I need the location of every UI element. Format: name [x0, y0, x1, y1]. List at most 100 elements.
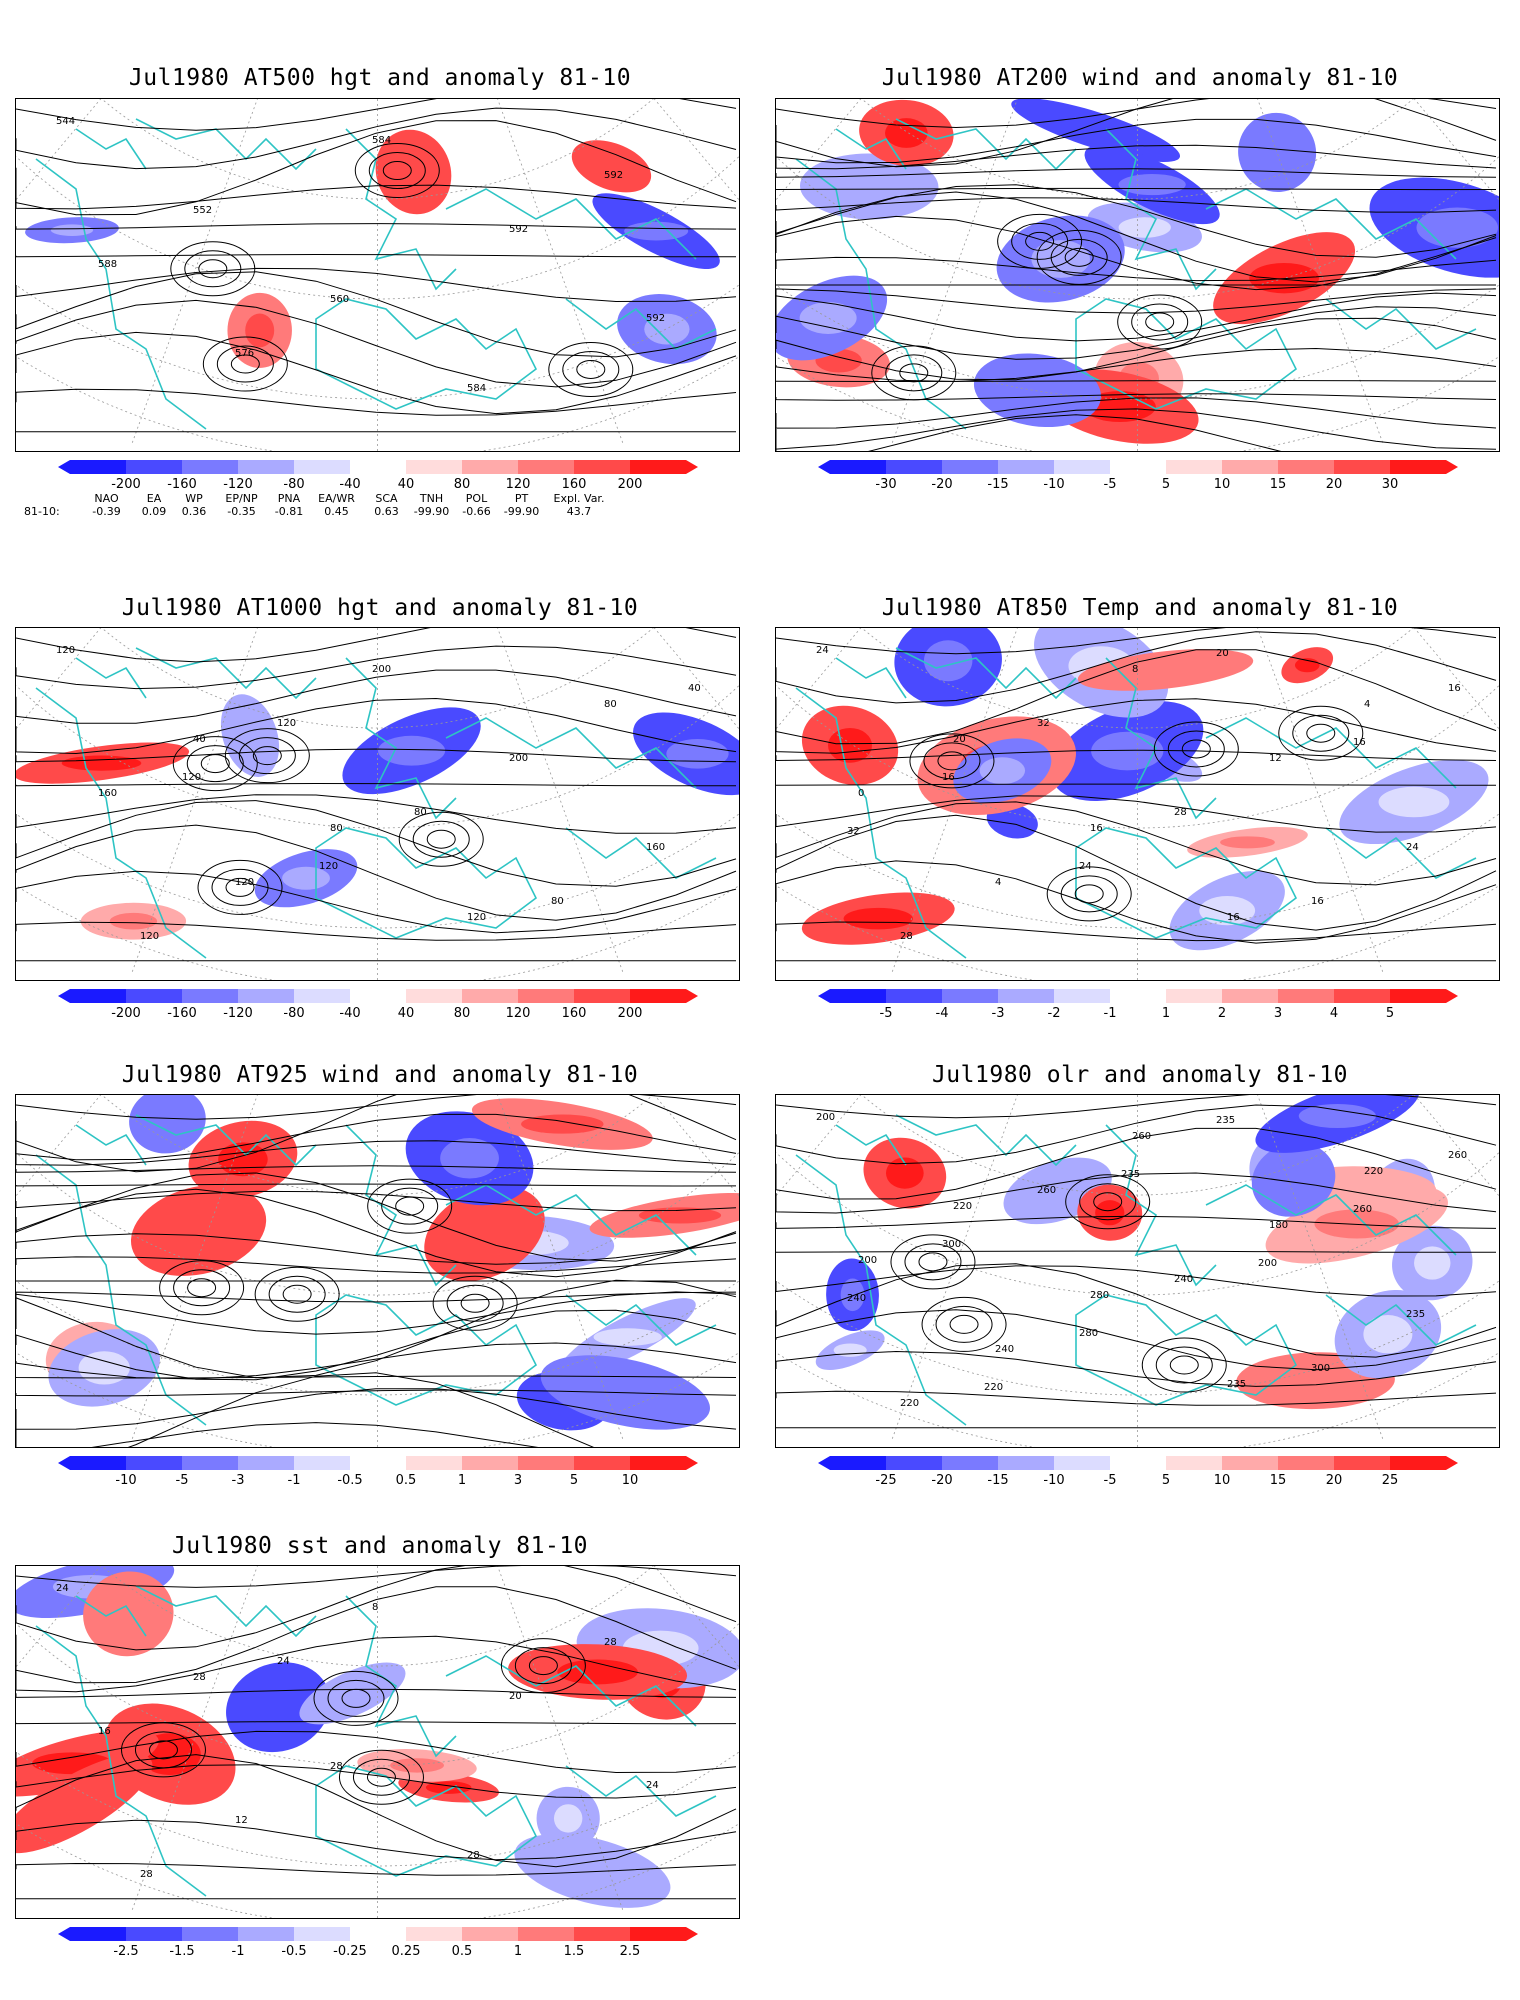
contour-label: 12: [1269, 753, 1282, 764]
map-canvas: 200 220 280 235 220 200 240 260 180 235 220 260 240 3…: [776, 1095, 1499, 1447]
map-at850: 24 20 16 16 4 0 4 8 12 24 28 32 28 16 16 16 24 20 16 32: [775, 627, 1500, 981]
colorbar-segment: [238, 1456, 294, 1470]
colorbar-tick-label: 15: [1270, 1473, 1287, 1488]
panel-olr: Jul1980 olr and anomaly 81-10 200 220 280 2…: [760, 1030, 1520, 1500]
panel-title: Jul1980 olr and anomaly 81-10: [931, 1062, 1349, 1088]
colorbar-segment: [1334, 989, 1390, 1003]
colorbar-tick-label: -25: [875, 1473, 896, 1488]
contour-label: 235: [1121, 1169, 1140, 1180]
contour-label: 20: [953, 734, 966, 745]
colorbar-segment: [350, 460, 406, 474]
index-value: -0.35: [227, 505, 256, 518]
colorbar-tick-label: 160: [562, 1006, 587, 1021]
index-header: EA: [146, 492, 162, 505]
colorbar-svg: -200 -160 -120 -80 -40 40 80 120 160 200: [58, 460, 698, 492]
colorbar-tick-label: -1: [232, 1944, 245, 1959]
colorbar-segment: [1110, 460, 1166, 474]
contour-label: 160: [98, 788, 117, 799]
colorbar-left-arrow: [58, 989, 70, 1003]
coastlines: [35, 647, 717, 959]
colorbar-segment: [1222, 1456, 1278, 1470]
colorbar-segment: [830, 989, 886, 1003]
coastlines: [795, 1114, 1477, 1426]
contour-label: 120: [277, 718, 296, 729]
index-header: NAO: [94, 492, 119, 505]
contour-label: 120: [319, 861, 338, 872]
colorbar-segment: [1054, 989, 1110, 1003]
index-header: PNA: [277, 492, 301, 505]
index-header: Expl. Var.: [553, 492, 605, 505]
colorbar-segment: [294, 1456, 350, 1470]
contour-label: 200: [858, 1255, 877, 1266]
map-at1000: 120 40 80 120 80 160 120 200 200 160 120 120 80 80 40 1…: [15, 627, 740, 981]
coastlines: [35, 118, 717, 430]
contour-label: 300: [942, 1239, 961, 1250]
colorbar-segment: [350, 989, 406, 1003]
contour-label: 220: [953, 1201, 972, 1212]
map-sst: 24 28 28 28 28 16 12 8 20 24 28 24: [15, 1565, 740, 1919]
map-at500: 544 552 560 584 592 588 576 584 592 592: [15, 98, 740, 452]
contour-label: 592: [646, 313, 665, 324]
contour-lines: [16, 628, 737, 962]
contour-label: 40: [193, 734, 206, 745]
colorbar-tick-label: -4: [936, 1006, 949, 1021]
colorbar-segment: [406, 1456, 462, 1470]
contour-label: 120: [467, 912, 486, 923]
colorbar-segment: [886, 1456, 942, 1470]
map-canvas: 544 552 560 584 592 588 576 584 592 592: [16, 99, 739, 451]
colorbar-segment: [294, 989, 350, 1003]
colorbar-tick-label: 2: [1218, 1006, 1226, 1021]
contour-lines: [776, 99, 1497, 451]
colorbar-right-arrow: [686, 1456, 698, 1470]
contour-label: 28: [1174, 807, 1187, 818]
colorbar-segment: [630, 1456, 686, 1470]
contour-lines: [16, 1566, 737, 1900]
map-canvas: 24 20 16 16 4 0 4 8 12 24 28 32 28 16 16 16 24 20 16 32: [776, 628, 1499, 980]
index-value: -99.90: [503, 505, 540, 518]
colorbar-tick-label: 80: [454, 477, 471, 492]
map-olr: 200 220 280 235 220 200 240 260 180 235 220 260 240 3…: [775, 1094, 1500, 1448]
positive-anomaly-area: [1077, 649, 1254, 691]
contour-label: 16: [1353, 737, 1366, 748]
colorbar-segment: [70, 1456, 126, 1470]
colorbar-segment: [1390, 989, 1446, 1003]
colorbar-segment: [630, 1927, 686, 1941]
colorbar-tick-label: 5: [1386, 1006, 1394, 1021]
contour-label: 220: [1364, 1166, 1383, 1177]
colorbar-segment: [574, 460, 630, 474]
colorbar-segment: [462, 1927, 518, 1941]
colorbar-segment: [182, 1456, 238, 1470]
contour-label: 220: [900, 1398, 919, 1409]
colorbar-segment: [126, 989, 182, 1003]
colorbar-tick-label: -10: [1043, 1473, 1064, 1488]
panel-title: Jul1980 AT850 Temp and anomaly 81-10: [881, 595, 1399, 621]
contour-label: 576: [235, 348, 254, 359]
negative-anomaly-area: [299, 1662, 406, 1725]
panel-title: Jul1980 AT200 wind and anomaly 81-10: [881, 65, 1399, 91]
colorbar-segment: [182, 1927, 238, 1941]
colorbar-segment: [518, 460, 574, 474]
positive-anomaly-area: [130, 1185, 267, 1276]
colorbar-left-arrow: [818, 460, 830, 474]
contour-labels: 120 40 80 120 80 160 120 200 200 160 120 120 80 80 40 1…: [56, 645, 701, 942]
map-at200: [775, 98, 1500, 452]
colorbar-segment: [1166, 1456, 1222, 1470]
panel-at850: Jul1980 AT850 Temp and anomaly 81-10 24 2…: [760, 560, 1520, 1030]
colorbar-at925: -10 -5 -3 -1 -0.5 0.5 1 3 5 10: [58, 1456, 700, 1496]
contour-label: 592: [604, 170, 623, 181]
contour-label: 200: [816, 1112, 835, 1123]
colorbar-segment: [1278, 460, 1334, 474]
colorbar-tick-label: -5: [176, 1473, 189, 1488]
colorbar-tick-label: 40: [398, 1006, 415, 1021]
colorbar-tick-label: 80: [454, 1006, 471, 1021]
colorbar-tick-label: -0.5: [281, 1944, 306, 1959]
colorbar-segment: [406, 460, 462, 474]
contour-label: 20: [509, 1691, 522, 1702]
contour-label: 592: [509, 224, 528, 235]
contour-label: 40: [688, 683, 701, 694]
colorbar-segment: [518, 989, 574, 1003]
colorbar-segment: [238, 1927, 294, 1941]
coastlines: [35, 1114, 717, 1426]
colorbar-tick-label: -20: [931, 477, 952, 492]
contour-label: 80: [604, 699, 617, 710]
